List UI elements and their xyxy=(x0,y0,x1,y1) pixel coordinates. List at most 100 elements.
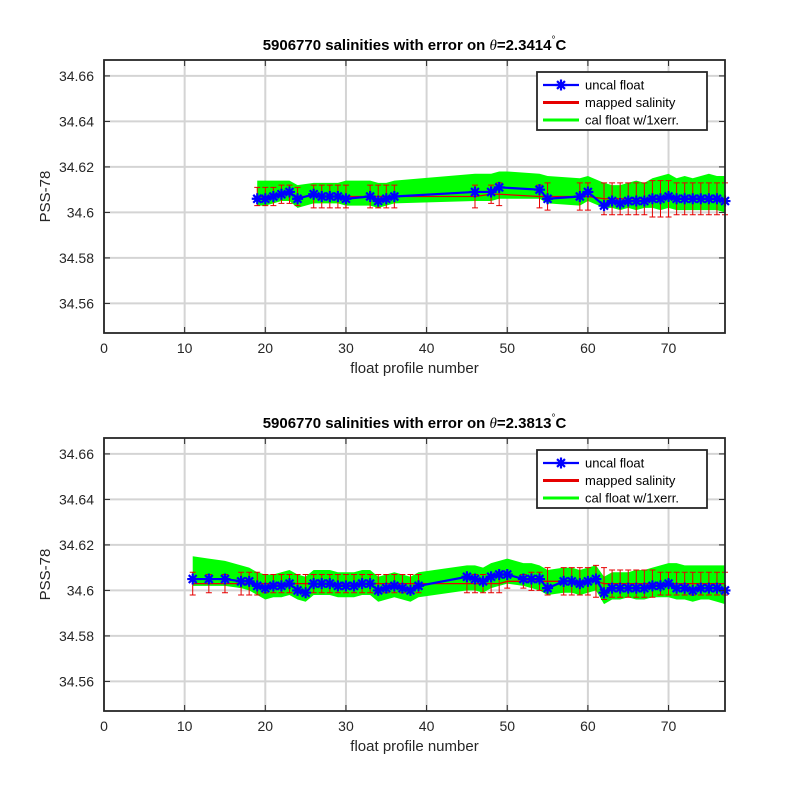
x-tick-label: 30 xyxy=(338,340,354,356)
uncal-float-point xyxy=(332,191,344,202)
y-tick-label: 34.64 xyxy=(59,113,94,129)
uncal-float-point xyxy=(380,193,392,205)
uncal-float-point xyxy=(332,580,344,592)
title-value: =2.3414 xyxy=(497,37,552,54)
title-theta: θ xyxy=(489,38,497,54)
uncal-float-point xyxy=(687,584,699,596)
uncal-float-point xyxy=(646,580,658,592)
uncal-float-point xyxy=(630,195,642,207)
chart-panel-1: 0 10 20 30 40 50 60 70 34.56 34.58 34.6 34.62 34.64 3… xyxy=(37,35,731,377)
legend-label: cal float w/1xerr. xyxy=(585,491,679,506)
legend-label: cal float w/1xerr. xyxy=(585,113,679,128)
legend-marker-uncal-float xyxy=(555,457,567,469)
uncal-float-point xyxy=(275,580,287,592)
title-prefix: 5906770 salinities with error on xyxy=(263,415,490,432)
legend-marker-uncal-float xyxy=(555,79,567,91)
uncal-float-point xyxy=(590,573,602,585)
uncal-float-point xyxy=(671,582,683,594)
x-tick-label: 50 xyxy=(499,718,515,734)
uncal-float-point xyxy=(614,197,626,209)
uncal-float-point xyxy=(582,186,594,198)
uncal-float-point xyxy=(638,195,650,207)
uncal-float-point xyxy=(501,569,513,580)
legend: uncal float mapped salinity cal float w/1x… xyxy=(536,449,708,509)
uncal-float-point xyxy=(679,582,691,594)
uncal-float-point xyxy=(340,193,352,205)
uncal-float-point xyxy=(630,582,642,594)
uncal-float-point xyxy=(413,580,425,592)
uncal-float-point xyxy=(283,186,295,198)
uncal-float-point xyxy=(380,582,392,594)
uncal-float-point xyxy=(542,582,554,594)
uncal-float-point xyxy=(372,584,384,596)
x-axis-label: float profile number xyxy=(350,360,478,377)
uncal-float-series xyxy=(251,181,731,212)
uncal-float-point xyxy=(687,193,699,205)
x-tick-label: 70 xyxy=(661,718,677,734)
x-tick-label: 10 xyxy=(177,718,193,734)
uncal-float-point xyxy=(396,582,408,594)
uncal-float-point xyxy=(654,193,666,205)
uncal-float-point xyxy=(477,575,489,587)
chart-title: 5906770 salinities with error on θ=2.381… xyxy=(263,413,567,432)
uncal-float-point xyxy=(203,573,215,585)
y-tick-label: 34.66 xyxy=(59,446,94,462)
x-tick-label: 0 xyxy=(100,340,108,356)
x-tick-label: 40 xyxy=(419,718,435,734)
uncal-float-point xyxy=(364,191,376,202)
uncal-float-point xyxy=(671,193,683,205)
uncal-float-point xyxy=(534,184,546,196)
uncal-float-point xyxy=(348,580,360,592)
uncal-float-point xyxy=(187,573,199,585)
uncal-float-point xyxy=(267,580,279,592)
legend-label: mapped salinity xyxy=(585,473,676,488)
y-tick-label: 34.62 xyxy=(59,537,94,553)
x-axis-label: float profile number xyxy=(350,738,478,755)
y-tick-label: 34.56 xyxy=(59,673,94,689)
uncal-float-point xyxy=(574,578,586,590)
uncal-float-point xyxy=(654,580,666,592)
uncal-float-point xyxy=(251,580,263,592)
x-tick-label: 20 xyxy=(258,718,274,734)
uncal-float-point xyxy=(622,582,634,594)
x-tick-label: 10 xyxy=(177,340,193,356)
uncal-float-point xyxy=(324,191,336,202)
uncal-float-point xyxy=(703,582,715,594)
title-degree: ° xyxy=(551,413,555,424)
uncal-float-point xyxy=(469,186,481,198)
uncal-float-point xyxy=(292,584,304,596)
uncal-float-point xyxy=(485,571,497,583)
uncal-float-point xyxy=(646,193,658,205)
uncal-float-point xyxy=(598,200,610,212)
uncal-float-point xyxy=(308,578,320,590)
title-unit: C xyxy=(555,415,566,432)
axes-box xyxy=(103,437,726,712)
uncal-float-point xyxy=(485,186,497,198)
uncal-float-point xyxy=(542,193,554,205)
uncal-float-point xyxy=(259,582,271,594)
uncal-float-point xyxy=(267,191,279,202)
uncal-float-point xyxy=(340,580,352,592)
uncal-float-point xyxy=(300,587,312,599)
uncal-float-point xyxy=(259,193,271,205)
title-theta: θ xyxy=(489,416,497,432)
title-prefix: 5906770 salinities with error on xyxy=(263,37,490,54)
chart-panel-2: 0 10 20 30 40 50 60 70 34.56 34.58 34.6 34.62 34.64 3… xyxy=(37,413,731,755)
uncal-float-point xyxy=(695,193,707,205)
x-tick-label: 70 xyxy=(661,340,677,356)
uncal-float-point xyxy=(364,578,376,590)
uncal-float-point xyxy=(388,580,400,592)
y-tick-label: 34.6 xyxy=(67,204,94,220)
uncal-float-point xyxy=(703,193,715,205)
uncal-float-point xyxy=(638,582,650,594)
uncal-float-point xyxy=(525,573,537,585)
y-tick-label: 34.6 xyxy=(67,582,94,598)
x-tick-label: 60 xyxy=(580,718,596,734)
y-tick-label: 34.58 xyxy=(59,628,94,644)
x-tick-label: 50 xyxy=(499,340,515,356)
uncal-float-point xyxy=(606,582,618,594)
title-degree: ° xyxy=(551,35,555,46)
x-tick-label: 40 xyxy=(419,340,435,356)
uncal-float-point xyxy=(663,578,675,590)
